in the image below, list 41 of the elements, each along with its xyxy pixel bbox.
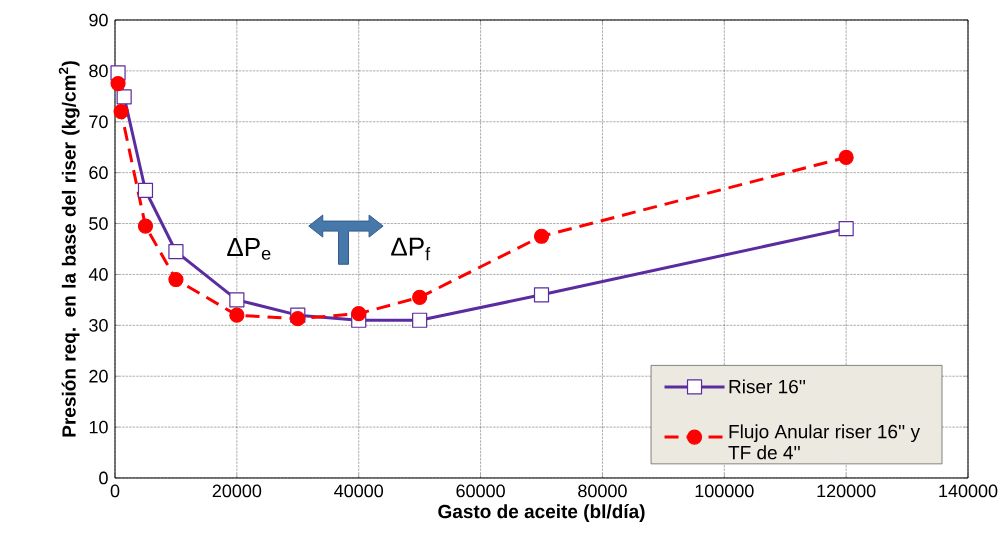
point — [113, 103, 129, 120]
point — [110, 76, 126, 92]
point — [137, 182, 154, 199]
point — [229, 307, 245, 323]
y-tick-label: 20 — [89, 369, 108, 383]
point — [137, 218, 154, 234]
y-tick-label: 50 — [89, 217, 108, 230]
point — [290, 311, 306, 327]
x-tick-label: 80000 — [578, 484, 627, 498]
x-tick-label: 0 — [110, 484, 120, 498]
y-tick-label: 90 — [89, 13, 108, 27]
annotation: ΔP$_{f}$ — [391, 237, 431, 261]
x-tick-label: 40000 — [334, 484, 384, 498]
y-tick-label: 60 — [89, 166, 108, 180]
point — [116, 89, 132, 105]
x-tick-label: 20000 — [212, 484, 262, 498]
point — [229, 292, 245, 308]
x-tick-label: 100000 — [695, 484, 754, 498]
x-tick-label: 140000 — [939, 484, 998, 498]
x-axis-title: Gasto de aceite (bl/día) — [438, 504, 645, 522]
y-tick-label: 10 — [89, 420, 108, 434]
point — [838, 149, 854, 165]
y-tick-label: 30 — [89, 318, 108, 332]
point — [533, 287, 550, 303]
y-tick-label: 80 — [89, 64, 108, 78]
x-tick-label: 60000 — [456, 484, 505, 498]
y-tick-label: 0 — [99, 471, 108, 485]
point — [412, 289, 428, 305]
point — [533, 228, 550, 244]
y-axis-title: Presión req. en la base del riser (kg/cm$^{2}$) — [58, 61, 80, 437]
legend-label: Riser 16'' — [729, 379, 806, 394]
point — [838, 221, 854, 237]
annotation: ΔP$_{e}$ — [227, 238, 271, 260]
point — [168, 271, 184, 288]
legend-label: Flujo Anular riser 16'' y TF de 4'' — [728, 424, 921, 460]
y-tick-label: 40 — [88, 268, 108, 281]
y-tick-label: 70 — [89, 115, 108, 129]
x-tick-label: 120000 — [817, 484, 876, 498]
point — [351, 306, 367, 322]
point — [168, 243, 184, 260]
point — [412, 312, 428, 328]
